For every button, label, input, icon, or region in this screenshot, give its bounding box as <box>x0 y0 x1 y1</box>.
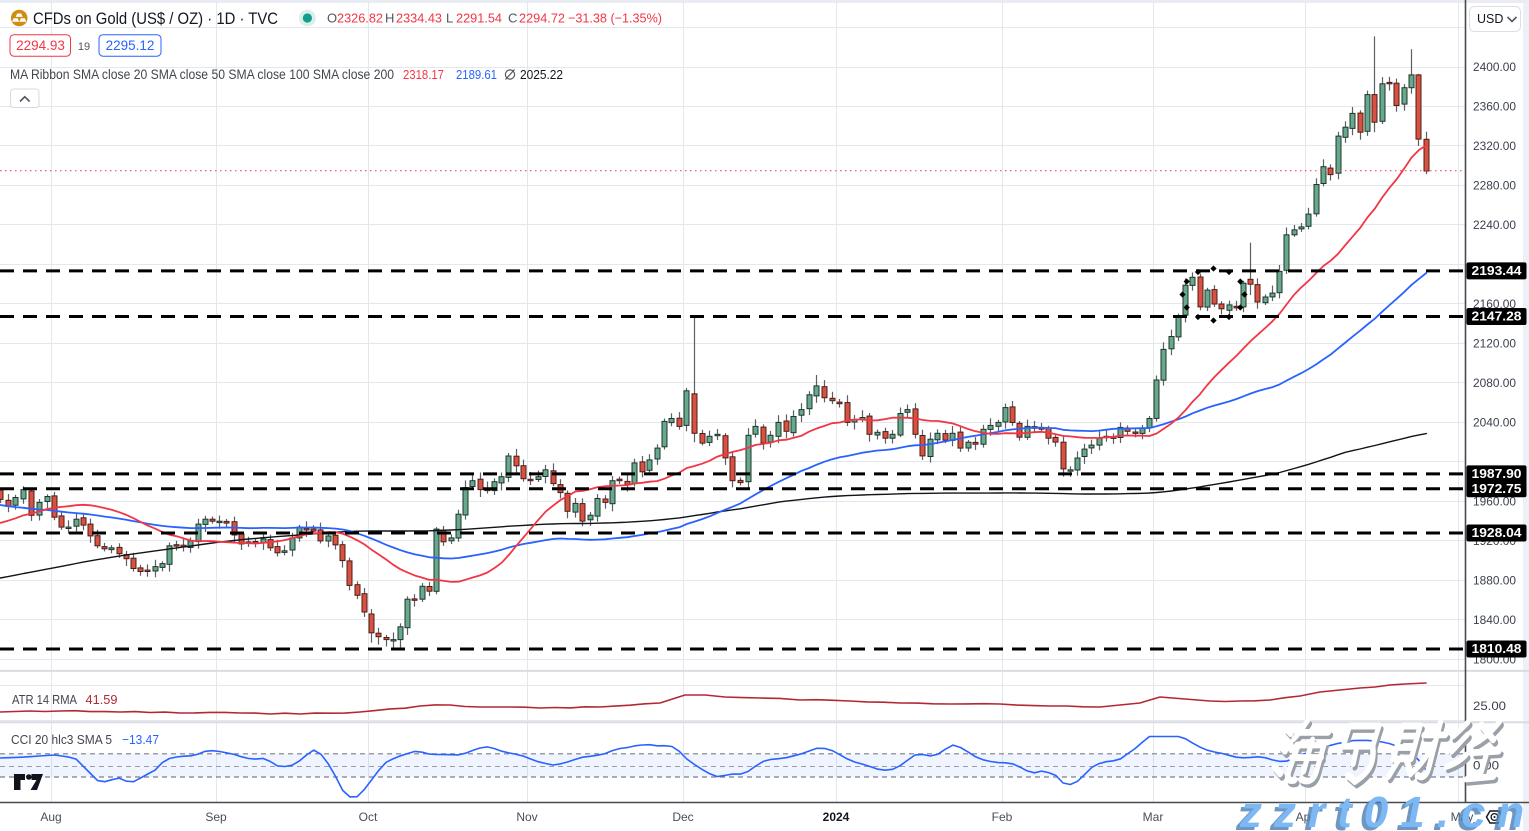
svg-text:2318.17: 2318.17 <box>403 67 444 82</box>
svg-text:2189.61: 2189.61 <box>456 67 497 82</box>
svg-text:2120.00: 2120.00 <box>1473 337 1516 351</box>
svg-text:2080.00: 2080.00 <box>1473 376 1516 390</box>
svg-text:2240.00: 2240.00 <box>1473 218 1516 232</box>
svg-text:1960.00: 1960.00 <box>1473 495 1516 509</box>
svg-text:USD: USD <box>1477 12 1503 26</box>
svg-text:2160.00: 2160.00 <box>1473 297 1516 311</box>
svg-text:2295.12: 2295.12 <box>106 38 155 53</box>
svg-text:1972.75: 1972.75 <box>1472 482 1522 496</box>
svg-text:CCI 20 hlc3 SMA 5: CCI 20 hlc3 SMA 5 <box>11 732 112 747</box>
svg-text:Oct: Oct <box>359 810 378 824</box>
svg-text:41.59: 41.59 <box>86 692 118 707</box>
svg-text:1928.04: 1928.04 <box>1472 526 1522 540</box>
svg-text:2291.54: 2291.54 <box>456 11 502 26</box>
svg-text:1987.90: 1987.90 <box>1472 467 1522 481</box>
svg-text:O: O <box>327 11 337 26</box>
svg-text:19: 19 <box>78 41 90 53</box>
svg-text:2326.82: 2326.82 <box>337 11 383 26</box>
svg-text:2294.72: 2294.72 <box>519 11 565 26</box>
svg-text:2400.00: 2400.00 <box>1473 60 1516 74</box>
svg-text:2294.93: 2294.93 <box>16 38 65 53</box>
svg-text:1840.00: 1840.00 <box>1473 613 1516 627</box>
svg-text:Mar: Mar <box>1143 810 1164 824</box>
svg-text:2280.00: 2280.00 <box>1473 179 1516 193</box>
svg-text:zzrt01.cn: zzrt01.cn <box>1235 791 1529 831</box>
svg-text:2334.43: 2334.43 <box>396 11 442 26</box>
svg-text:2320.00: 2320.00 <box>1473 139 1516 153</box>
svg-text:MA Ribbon SMA close 20 SMA clo: MA Ribbon SMA close 20 SMA close 50 SMA … <box>10 67 394 82</box>
svg-text:2040.00: 2040.00 <box>1473 416 1516 430</box>
svg-text:1810.48: 1810.48 <box>1472 642 1522 656</box>
svg-text:1880.00: 1880.00 <box>1473 574 1516 588</box>
svg-text:25.00: 25.00 <box>1473 699 1506 713</box>
svg-text:Dec: Dec <box>672 810 693 824</box>
svg-text:May: May <box>1451 810 1474 824</box>
svg-text:C: C <box>508 11 517 26</box>
svg-text:CFDs on Gold (US$ / OZ) · 1D ·: CFDs on Gold (US$ / OZ) · 1D · TVC <box>33 9 278 28</box>
svg-text:Apr: Apr <box>1296 810 1315 824</box>
svg-text:H: H <box>385 11 394 26</box>
svg-text:2193.44: 2193.44 <box>1472 264 1522 278</box>
svg-text:Aug: Aug <box>40 810 61 824</box>
svg-text:−31.38 (−1.35%): −31.38 (−1.35%) <box>568 11 662 26</box>
svg-text:L: L <box>446 11 453 26</box>
svg-text:2024: 2024 <box>823 810 850 824</box>
svg-text:ATR 14 RMA: ATR 14 RMA <box>12 692 77 707</box>
svg-text:2360.00: 2360.00 <box>1473 100 1516 114</box>
svg-text:zzrt01.cn: zzrt01.cn <box>1239 788 1529 831</box>
svg-text:−13.47: −13.47 <box>122 732 159 747</box>
svg-text:2147.28: 2147.28 <box>1472 310 1522 324</box>
svg-text:Feb: Feb <box>992 810 1013 824</box>
svg-text:Nov: Nov <box>516 810 537 824</box>
svg-text:2025.22: 2025.22 <box>520 67 563 82</box>
svg-text:Sep: Sep <box>205 810 227 824</box>
